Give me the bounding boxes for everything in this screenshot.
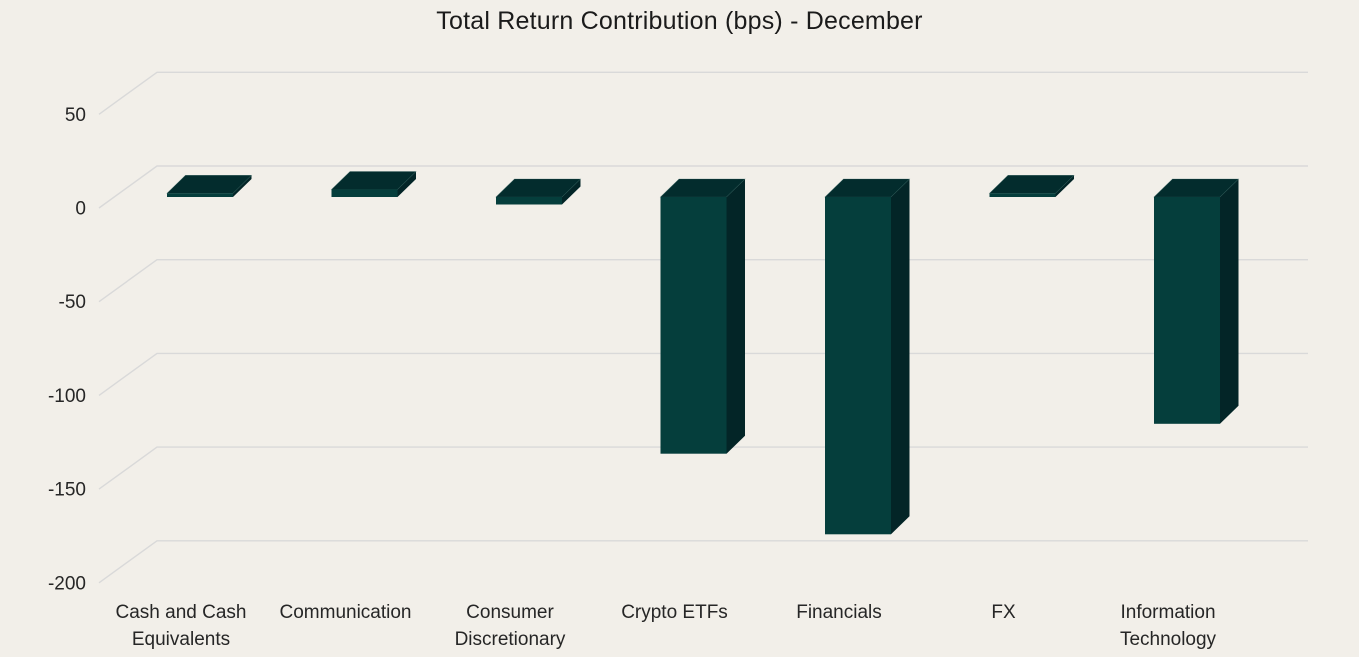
bar-financials xyxy=(824,178,911,535)
bar-front-face xyxy=(660,197,727,454)
category-label-financials: Financials xyxy=(796,602,882,623)
y-axis-labels: 50 0 -50 -100 -150 -200 xyxy=(48,105,86,594)
bar-consumer-discretionary xyxy=(495,178,582,205)
gridline-50 xyxy=(98,71,1308,115)
bar-side-face xyxy=(397,171,416,197)
category-label-cash-and-cash-equivalents: Cash and Cash Equivalents xyxy=(116,602,247,650)
bar-front-face xyxy=(331,189,398,197)
bar-side-face xyxy=(1220,179,1239,424)
ytick-label-50: 50 xyxy=(65,105,86,126)
bar-front-face xyxy=(1154,197,1220,424)
bar-side-face xyxy=(562,179,581,205)
ytick-label--150: -150 xyxy=(48,480,86,501)
bar-front-face xyxy=(167,193,233,197)
gridline-0 xyxy=(98,165,1308,209)
ytick-label--200: -200 xyxy=(48,573,86,594)
bar-side-face xyxy=(233,175,252,197)
bar-cash-and-cash-equivalents xyxy=(166,175,253,197)
ytick-label-0: 0 xyxy=(75,199,86,220)
bar-crypto-etfs xyxy=(659,178,746,454)
bar-side-face xyxy=(1055,175,1074,197)
x-axis-labels: Cash and Cash Equivalents Communication Con… xyxy=(116,602,1217,650)
gridlines xyxy=(98,71,1308,584)
ytick-label--100: -100 xyxy=(48,386,86,407)
bar-side-face xyxy=(891,179,910,535)
ytick-label--50: -50 xyxy=(59,292,86,313)
bar-front-face xyxy=(496,197,562,205)
gridline--200 xyxy=(98,540,1308,584)
bar-information-technology xyxy=(1153,178,1240,424)
bars xyxy=(166,171,1240,535)
bar-communication xyxy=(330,171,417,197)
gridline--150 xyxy=(98,446,1308,490)
bar-front-face xyxy=(989,193,1056,197)
category-label-fx: FX xyxy=(991,602,1016,623)
bar-fx xyxy=(988,175,1075,197)
category-label-communication: Communication xyxy=(280,602,412,623)
category-label-consumer-discretionary: Consumer Discretionary xyxy=(455,602,566,650)
bar-front-face xyxy=(825,197,891,535)
gridline--100 xyxy=(98,352,1308,396)
bar-side-face xyxy=(726,179,745,454)
gridline--50 xyxy=(98,259,1308,303)
chart-title: Total Return Contribution (bps) - Decemb… xyxy=(436,7,923,35)
category-label-crypto-etfs: Crypto ETFs xyxy=(621,602,728,623)
category-label-information-technology: Information Technology xyxy=(1120,602,1217,650)
